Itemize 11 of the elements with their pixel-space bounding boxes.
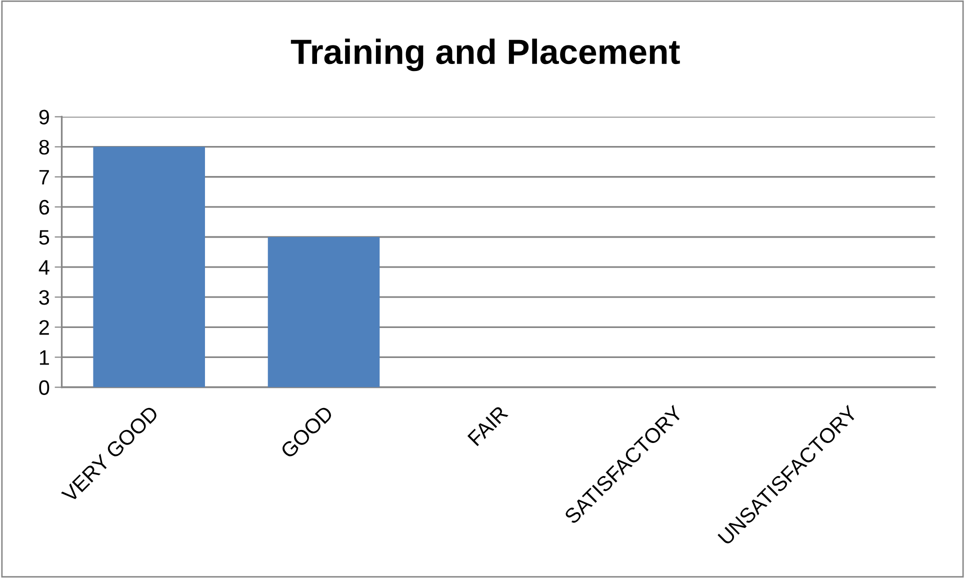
y-tick-label: 3 [39,290,50,305]
y-tick-label: 5 [39,230,50,245]
y-tick-label: 8 [39,140,50,155]
chart-title: Training and Placement [290,38,680,72]
y-tick-label: 2 [39,320,49,335]
y-tick-label: 0 [39,380,50,396]
y-tick-label: 7 [39,170,49,184]
y-tick-label: 6 [39,200,50,215]
y-tick-label: 4 [38,260,50,275]
y-tick-label: 1 [40,350,49,365]
y-tick-label: 9 [39,110,49,125]
